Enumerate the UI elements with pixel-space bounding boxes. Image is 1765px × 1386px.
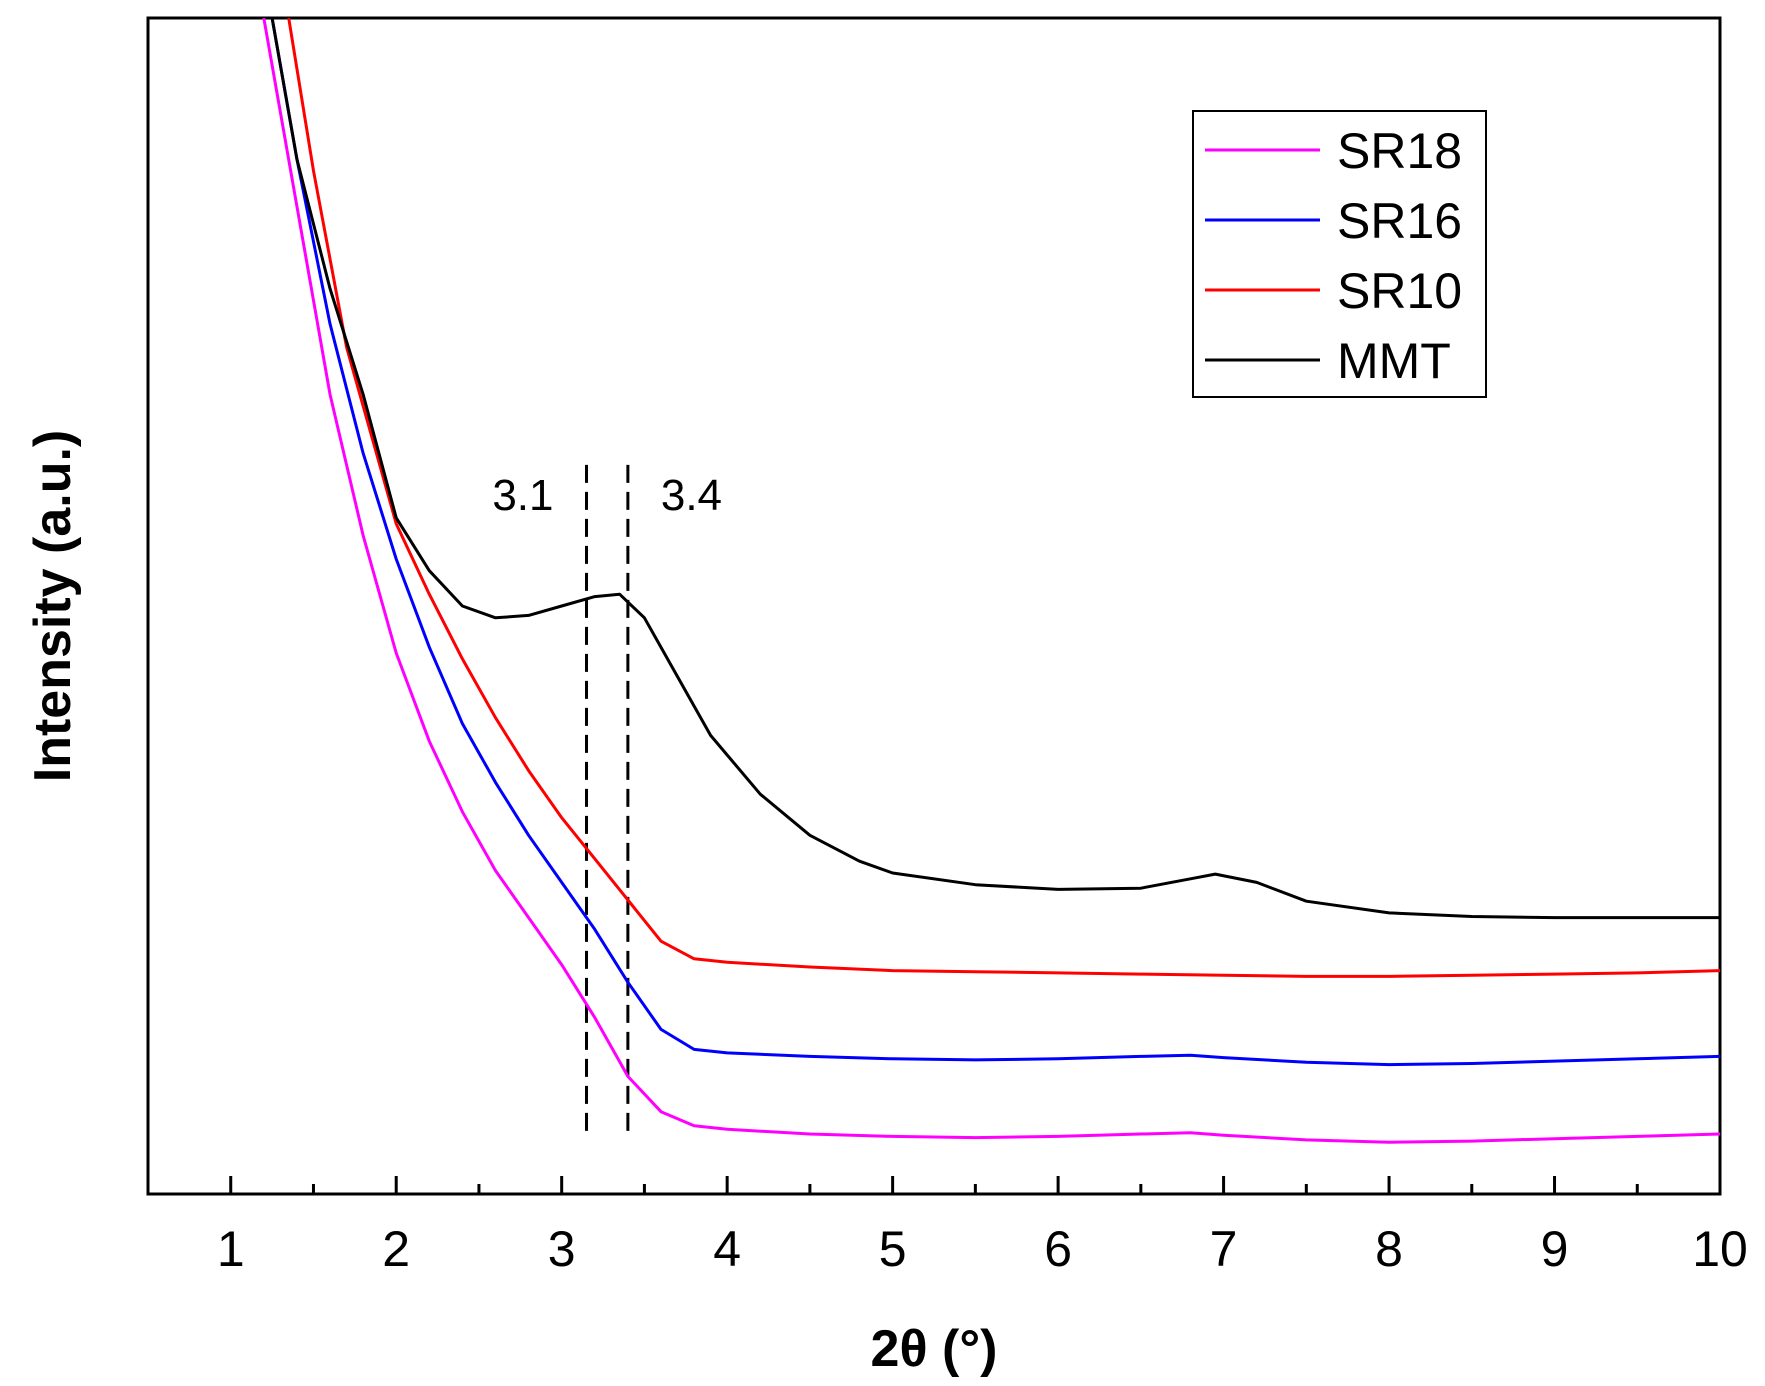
legend-label-sr16: SR16 — [1337, 193, 1462, 249]
series-line-sr18 — [262, 18, 1720, 1144]
reference-labels: 3.1 3.4 — [492, 471, 722, 520]
plot-area — [146, 16, 1722, 1196]
series-lines — [262, 18, 1720, 1144]
x-tick-label: 5 — [879, 1221, 907, 1277]
x-tick-label: 6 — [1044, 1221, 1072, 1277]
x-tick-label: 3 — [548, 1221, 576, 1277]
legend-label-mmt: MMT — [1337, 333, 1451, 389]
reference-label: 3.1 — [492, 471, 553, 520]
legend-label-sr18: SR18 — [1337, 123, 1462, 179]
reference-lines — [585, 464, 630, 1136]
reference-label: 3.4 — [661, 471, 722, 520]
x-tick-label: 10 — [1692, 1221, 1748, 1277]
x-axis-title: 2θ (°) — [871, 1320, 998, 1378]
series-line-mmt — [270, 18, 1720, 920]
x-tick-label: 8 — [1375, 1221, 1403, 1277]
plot-frame — [146, 16, 1722, 1196]
x-tick-label: 2 — [382, 1221, 410, 1277]
x-tick-label: 9 — [1541, 1221, 1569, 1277]
series-line-sr10 — [287, 18, 1720, 978]
legend: SR18 SR16 SR10 MMT — [1192, 110, 1487, 398]
x-tick-label: 7 — [1210, 1221, 1238, 1277]
x-tick-label: 4 — [713, 1221, 741, 1277]
legend-label-sr10: SR10 — [1337, 263, 1462, 319]
legend-box — [1192, 110, 1487, 398]
x-tick-label: 1 — [217, 1221, 245, 1277]
y-axis-title: Intensity (a.u.) — [24, 430, 82, 782]
series-line-sr16 — [270, 18, 1720, 1067]
x-axis-ticks: 1 2 3 4 5 6 7 8 9 10 — [217, 1176, 1748, 1277]
